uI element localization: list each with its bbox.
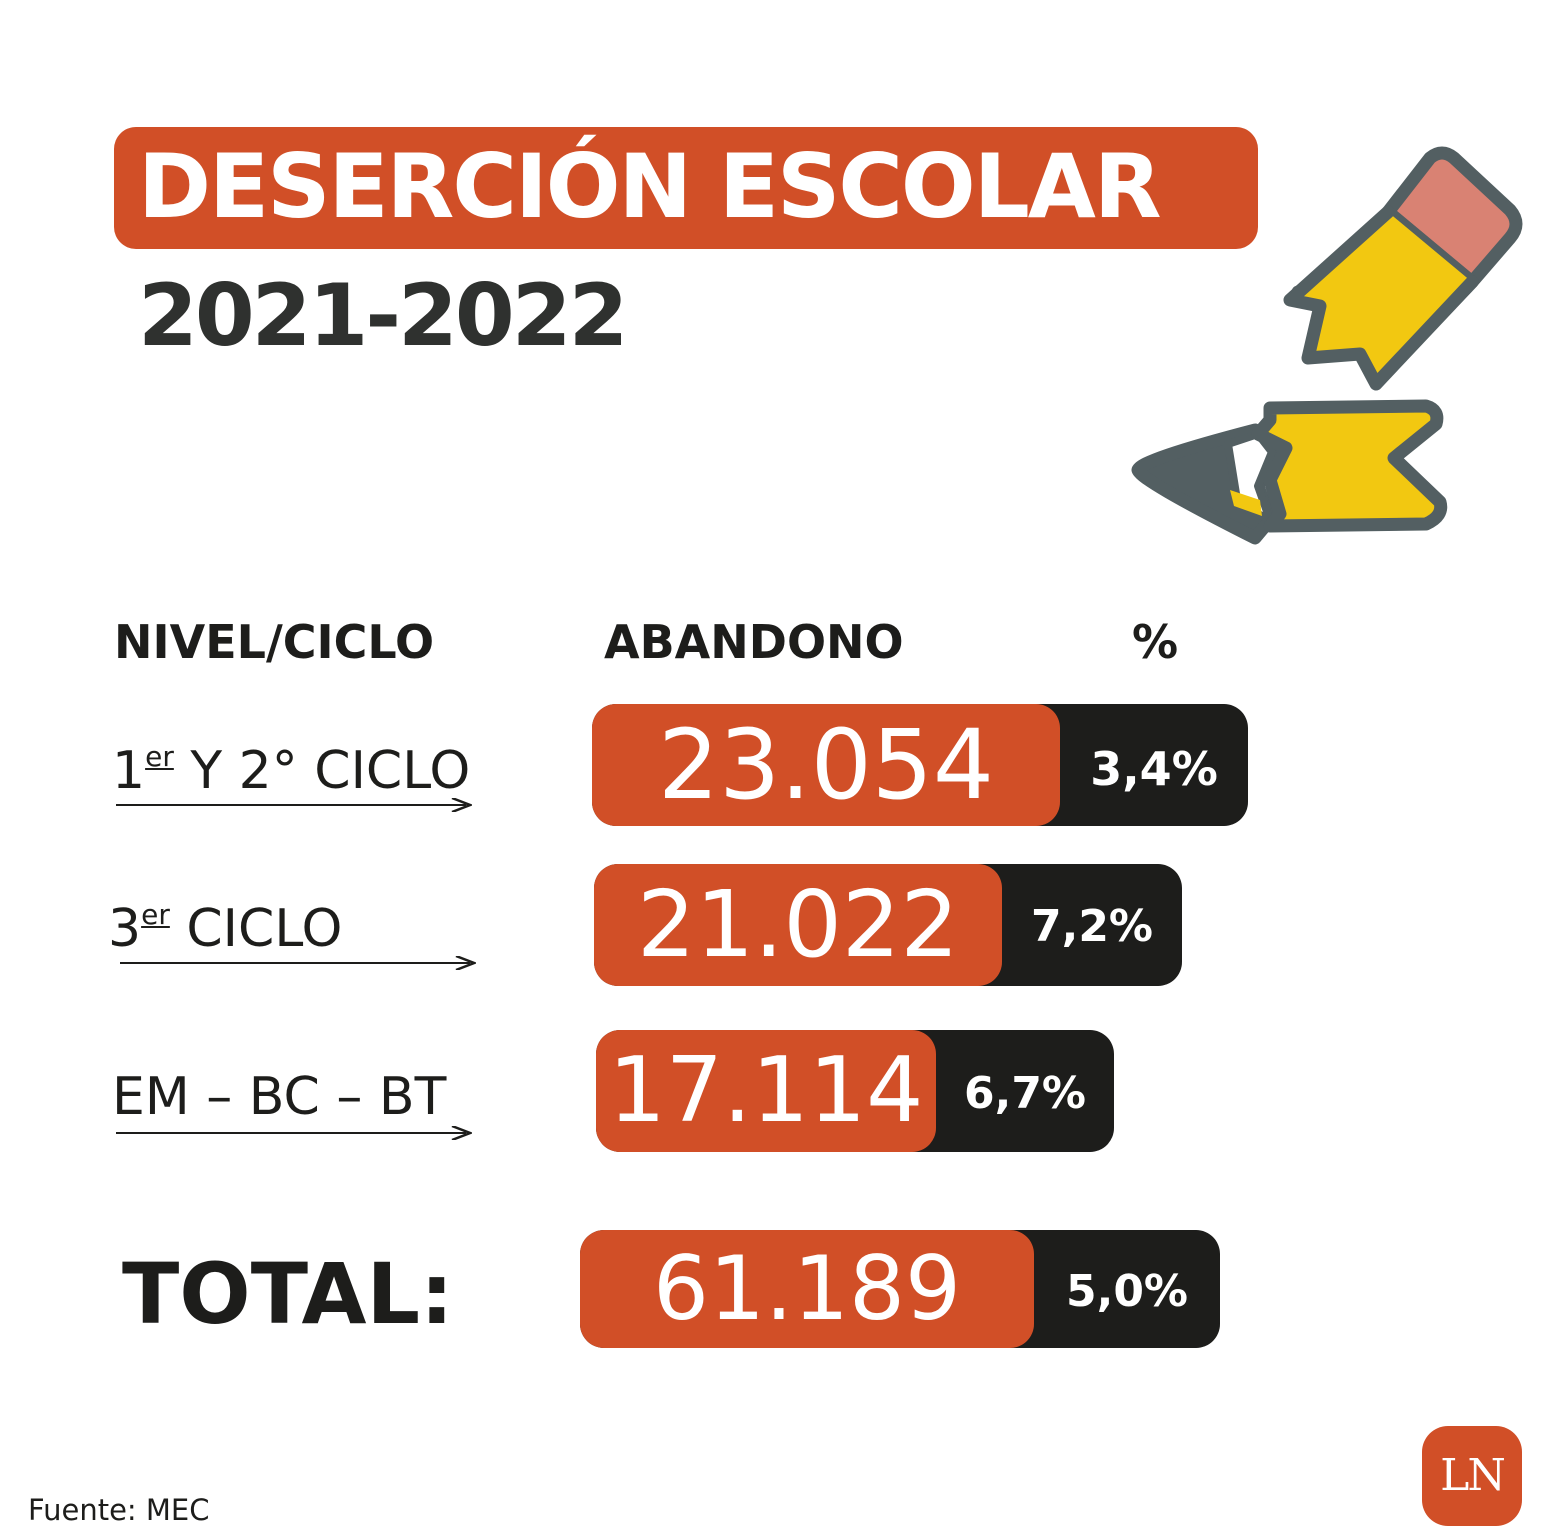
column-header-dropout: ABANDONO — [604, 615, 904, 669]
row-label-1er-2do-ciclo: 1er Y 2° CICLO — [112, 740, 471, 801]
pencil-shaft-icon — [1251, 399, 1448, 533]
column-header-level: NIVEL/CICLO — [114, 615, 435, 669]
ln-logo: LN — [1422, 1426, 1522, 1526]
title-banner — [114, 127, 1258, 249]
dropout-value-3: 17.114 — [596, 1030, 936, 1152]
period-subtitle: 2021-2022 — [138, 266, 628, 366]
pencils-icon — [1131, 146, 1523, 545]
row-label-em-bc-bt: EM – BC – BT — [112, 1067, 447, 1127]
dropout-value-2: 21.022 — [594, 864, 1002, 986]
source-note: Fuente: MEC — [28, 1493, 210, 1527]
pencil-eraser-icon — [1381, 146, 1523, 289]
arrow-icon — [116, 798, 472, 812]
arrow-icon — [120, 956, 476, 970]
percent-value-total: 5,0% — [1065, 1266, 1189, 1317]
percent-value-3: 6,7% — [963, 1068, 1087, 1119]
column-header-percent: % — [1132, 615, 1179, 669]
total-label: TOTAL: — [122, 1245, 454, 1343]
dropout-value-1: 23.054 — [592, 704, 1060, 826]
arrow-icon — [116, 1126, 472, 1140]
percent-value-1: 3,4% — [1090, 742, 1218, 796]
percent-value-2: 7,2% — [1030, 901, 1154, 952]
page-title: DESERCIÓN ESCOLAR — [138, 135, 1162, 238]
row-label-3er-ciclo: 3er CICLO — [108, 898, 343, 959]
dropout-value-total: 61.189 — [580, 1230, 1034, 1348]
